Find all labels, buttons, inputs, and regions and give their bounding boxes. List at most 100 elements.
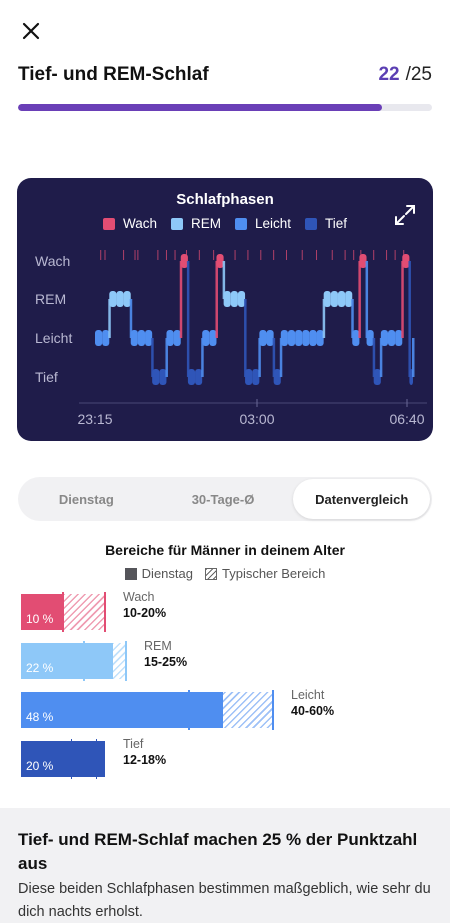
stage-segment-leicht (173, 330, 181, 346)
stage-segment-leicht (380, 330, 388, 346)
stage-segment-tief (159, 369, 167, 385)
stage-transition (179, 261, 183, 338)
chart-legend: Wach REM Leicht Tief (17, 216, 433, 231)
stage-segment-leicht (316, 330, 324, 346)
comparison-row-leicht: 48 % Leicht 40-60% (0, 688, 450, 732)
stage-segment-leicht (166, 330, 174, 346)
stage-transition (401, 261, 404, 338)
stage-transition (272, 338, 276, 377)
range-boundary (62, 592, 64, 632)
stage-transition (165, 338, 168, 377)
hatch-swatch-icon (204, 567, 217, 580)
legend-hatch-label: Typischer Bereich (221, 566, 326, 581)
legend-label: Leicht (254, 216, 292, 231)
stage-segment-tief (273, 369, 281, 385)
stage-transition (322, 299, 326, 338)
period-tabs: Dienstag 30-Tage-Ø Datenvergleich (18, 477, 432, 521)
stage-label: REM (144, 639, 172, 653)
stage-segment-rem (337, 291, 346, 307)
stage-segment-leicht (259, 330, 267, 346)
value-label: 10 % (26, 612, 54, 626)
stage-segment-tief (152, 369, 160, 385)
stage-segment-leicht (352, 330, 360, 346)
legend-label: REM (190, 216, 221, 231)
stage-transition (258, 338, 261, 377)
stage-segment-leicht (137, 330, 146, 346)
info-title: Tief- und REM-Schlaf machen 25 % der Pun… (18, 830, 418, 873)
stage-transition (222, 261, 226, 299)
sleep-stages-card: Wach REM Leicht Tief 23:15 03:00 06:40 Schlafp… (17, 178, 433, 441)
stage-transition (108, 299, 111, 338)
stage-segment-leicht (209, 330, 217, 346)
legend-label: Wach (122, 216, 157, 231)
info-panel: Tief- und REM-Schlaf machen 25 % der Pun… (0, 808, 450, 923)
range-label: 12-18% (123, 753, 167, 767)
legend-swatch (305, 217, 318, 230)
stage-segment-rem (345, 291, 353, 307)
comparison-legend: Dienstag Typischer Bereich (0, 566, 450, 581)
y-tick-label: Wach (35, 253, 70, 269)
legend-solid: Dienstag (124, 566, 193, 581)
stage-label: Wach (123, 590, 155, 604)
stage-segment-rem (237, 291, 246, 307)
range-boundary (83, 641, 85, 681)
value-bar (21, 594, 63, 630)
progress-bar (18, 104, 432, 111)
stage-transition (186, 261, 190, 377)
range-boundary (104, 592, 106, 632)
stage-transition (412, 338, 415, 377)
tab-datenvergleich[interactable]: Datenvergleich (293, 479, 431, 519)
range-label: 40-60% (291, 704, 335, 718)
page-title: Tief- und REM-Schlaf (18, 64, 209, 85)
legend-item-tief: Tief (305, 216, 347, 231)
comparison-title: Bereiche für Männer in deinem Alter (105, 542, 345, 558)
legend-hatch: Typischer Bereich (204, 566, 326, 581)
x-tick-label: 03:00 (239, 411, 274, 427)
progress-total: /25 (405, 64, 432, 85)
stage-segment-leicht (387, 330, 396, 346)
tab-dienstag[interactable]: Dienstag (58, 491, 114, 507)
stage-transition (365, 261, 369, 338)
stage-label: Leicht (291, 688, 325, 702)
range-boundary (188, 690, 190, 730)
stage-segment-leicht (309, 330, 317, 346)
stage-segment-leicht (102, 330, 110, 346)
stage-segment-rem (223, 291, 231, 307)
expand-icon (395, 205, 415, 225)
y-tick-label: Leicht (35, 330, 72, 346)
x-tick-label: 23:15 (77, 411, 112, 427)
stage-transition (358, 261, 361, 338)
stage-segment-leicht (295, 330, 303, 346)
stage-segment-leicht (280, 330, 288, 346)
stage-segment-leicht (202, 330, 210, 346)
y-tick-label: REM (35, 291, 66, 307)
x-tick-label: 06:40 (389, 411, 424, 427)
comparison-row-tief: 20 % Tief 12-18% (0, 737, 450, 781)
value-label: 20 % (26, 759, 54, 773)
info-text: Diese beiden Schlafphasen bestimmen maßg… (18, 881, 431, 920)
stage-transition (351, 299, 354, 338)
range-boundary (70, 739, 73, 779)
value-label: 22 % (26, 661, 54, 675)
stage-segment-tief (195, 369, 203, 385)
legend-swatch (234, 217, 247, 230)
close-button[interactable] (18, 18, 44, 44)
range-label: 15-25% (144, 655, 188, 669)
value-label: 48 % (26, 710, 54, 724)
stage-transition (244, 299, 247, 377)
range-boundary (125, 641, 127, 681)
expand-button[interactable] (393, 203, 417, 227)
stage-transition (379, 338, 383, 377)
range-boundary (95, 739, 98, 779)
sleep-stages-chart: Wach REM Leicht Tief 23:15 03:00 06:40 (35, 250, 427, 427)
stage-segment-leicht (366, 330, 374, 346)
tab-30-tage[interactable]: 30-Tage-Ø (191, 491, 255, 507)
stage-segment-leicht (145, 330, 153, 346)
progress-fill (18, 104, 383, 111)
legend-item-leicht: Leicht (234, 216, 292, 231)
stage-segment-rem (323, 291, 331, 307)
stage-segment-tief (187, 369, 196, 385)
stage-transition (279, 338, 283, 377)
comparison-row-rem: 22 % REM 15-25% (0, 639, 450, 683)
progress-current: 22 (378, 64, 400, 85)
